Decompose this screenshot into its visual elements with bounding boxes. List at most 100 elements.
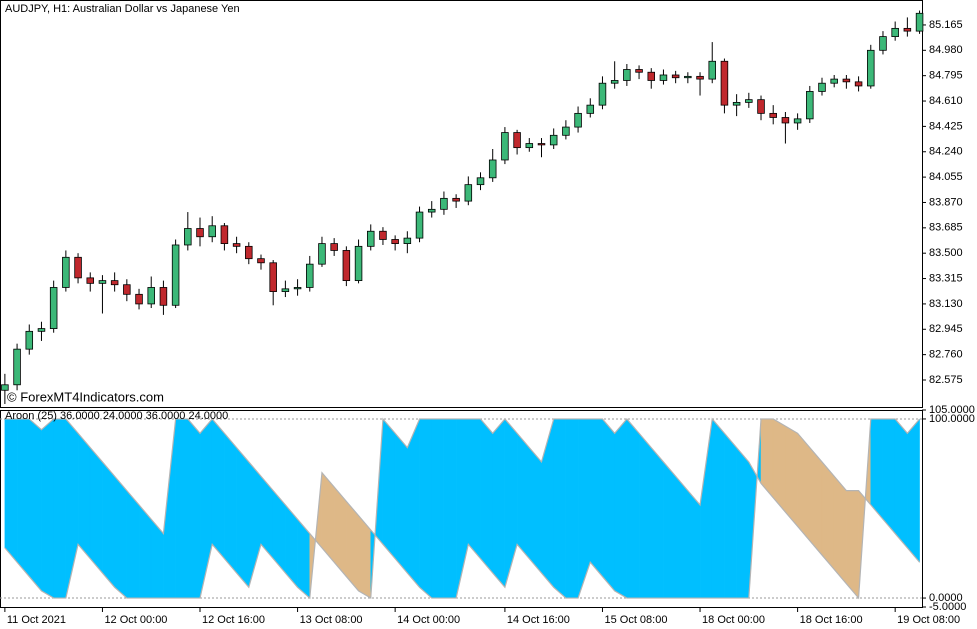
candle-body xyxy=(49,287,58,329)
candle-body xyxy=(525,143,534,149)
candle-body xyxy=(623,69,631,81)
candle-body xyxy=(342,250,351,282)
aroon-fill xyxy=(480,418,493,574)
aroon-fill xyxy=(77,432,91,560)
candle-body xyxy=(196,228,204,238)
aroon-fill xyxy=(382,418,396,560)
aroon-fill xyxy=(614,418,628,599)
candle-body xyxy=(562,126,570,136)
x-tick-label: 12 Oct 00:00 xyxy=(104,614,167,626)
candle-body xyxy=(245,245,253,260)
aroon-fill xyxy=(41,418,54,599)
y-tick-label: 84.980 xyxy=(929,44,963,56)
candle-body xyxy=(281,288,290,292)
x-tick-label: 12 Oct 16:00 xyxy=(202,614,265,626)
aroon-fill xyxy=(602,418,615,592)
x-tick-label: 11 Oct 2021 xyxy=(7,614,66,626)
y-tick-label: 84.795 xyxy=(929,70,963,82)
candle-body xyxy=(269,262,277,292)
candle-body xyxy=(720,60,729,106)
candle-body xyxy=(391,239,399,244)
candle-body xyxy=(513,132,521,149)
aroon-fill xyxy=(711,418,725,599)
y-tick-label: 84.425 xyxy=(929,120,963,132)
candle-body xyxy=(452,197,460,202)
y-tick-label: 83.685 xyxy=(929,222,963,234)
candle-body xyxy=(366,230,375,247)
candle-body xyxy=(427,208,436,213)
aroon-fill xyxy=(663,461,676,599)
aroon-down-line xyxy=(4,418,921,600)
y-tick-label: 84.240 xyxy=(929,146,963,158)
aroon-fill xyxy=(333,486,347,578)
candle-body xyxy=(220,225,229,244)
aroon-fill xyxy=(138,504,152,599)
aroon-fill xyxy=(29,418,42,592)
candle-body xyxy=(415,211,424,239)
aroon-fill xyxy=(772,418,786,513)
y-tick-label: 83.130 xyxy=(929,298,963,310)
aroon-fill xyxy=(882,418,896,535)
aroon-fill xyxy=(626,418,640,599)
chart-title: AUDJPY, H1: Australian Dollar vs Japanes… xyxy=(5,3,240,15)
aroon-fill xyxy=(394,432,408,574)
aroon-fill xyxy=(821,461,835,571)
candle-body xyxy=(464,184,473,202)
aroon-fill xyxy=(687,489,701,599)
aroon-fill xyxy=(187,418,201,599)
candle-body xyxy=(684,75,692,79)
candle-body xyxy=(293,287,302,290)
aroon-fill xyxy=(468,418,481,560)
aroon-fill xyxy=(224,432,237,574)
candle-body xyxy=(659,74,668,81)
x-tick-label: 14 Oct 16:00 xyxy=(507,614,570,626)
candle-body xyxy=(903,27,912,32)
candle-body xyxy=(549,134,558,146)
candle-body xyxy=(830,78,838,84)
aroon-fill xyxy=(590,418,603,578)
aroon-fill xyxy=(541,418,554,588)
aroon-fill xyxy=(553,418,567,599)
candle-body xyxy=(354,245,363,282)
candle-body xyxy=(915,12,924,32)
candle-body xyxy=(574,112,582,128)
aroon-fill xyxy=(846,490,859,599)
aroon-fill xyxy=(248,461,262,588)
candle-body xyxy=(62,256,70,288)
y-tick-label: 100.0000 xyxy=(929,413,975,425)
candle-body xyxy=(257,258,265,264)
candle-body xyxy=(708,60,716,80)
candle-body xyxy=(769,112,777,118)
candle-body xyxy=(403,237,412,244)
candle-body xyxy=(635,69,643,73)
aroon-fill xyxy=(675,475,689,599)
candle-body xyxy=(147,287,155,305)
candle-body xyxy=(74,256,82,279)
candle-body xyxy=(123,284,131,295)
aroon-fill xyxy=(89,446,103,574)
aroon-fill xyxy=(833,475,847,585)
aroon-fill xyxy=(419,418,432,599)
candle-body xyxy=(757,99,765,114)
aroon-fill xyxy=(114,475,128,599)
y-tick-label: 82.760 xyxy=(929,349,963,361)
aroon-fill xyxy=(163,418,176,599)
aroon-fill xyxy=(504,418,518,588)
candle-body xyxy=(732,102,741,106)
candle-body xyxy=(379,230,387,240)
y-tick-label: 83.500 xyxy=(929,247,963,259)
candle-body xyxy=(98,280,107,284)
aroon-fill xyxy=(699,418,713,599)
candle-body xyxy=(842,78,851,83)
candle-body xyxy=(696,75,704,80)
aroon-fill xyxy=(4,418,18,563)
candle-body xyxy=(159,287,168,306)
aroon-fill xyxy=(346,500,359,592)
candle-body xyxy=(318,243,326,265)
aroon-fill xyxy=(53,418,67,599)
aroon-fill xyxy=(651,446,664,599)
candle-body xyxy=(891,27,899,38)
candle-body xyxy=(745,99,753,103)
x-tick-label: 14 Oct 00:00 xyxy=(397,614,460,626)
y-tick-label: 84.610 xyxy=(929,95,963,107)
